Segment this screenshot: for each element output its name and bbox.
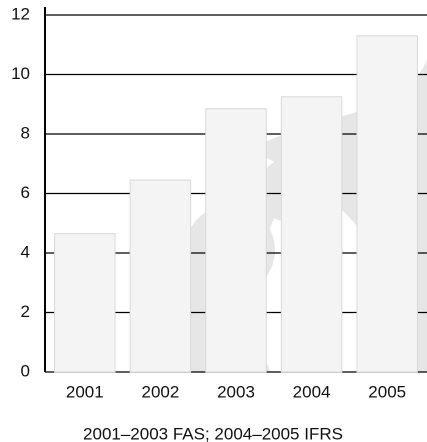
x-tick-label: 2002 (141, 382, 179, 401)
x-tick-label: 2005 (368, 382, 406, 401)
y-tick-label: 6 (21, 183, 30, 202)
y-tick-label: 12 (11, 4, 30, 23)
y-tick-label: 2 (21, 302, 30, 321)
bar (356, 35, 418, 373)
caption: 2001–2003 FAS; 2004–2005 IFRS (83, 424, 343, 442)
x-tick-label: 2004 (293, 382, 331, 401)
x-tick-label: 2003 (217, 382, 255, 401)
bar (205, 108, 267, 373)
bar (280, 96, 343, 373)
y-tick-label: 0 (21, 361, 30, 380)
x-tick-label: 2001 (66, 382, 104, 401)
y-tick-label: 8 (21, 123, 30, 142)
y-tick-label: 10 (11, 64, 30, 83)
y-tick-label: 4 (21, 242, 30, 261)
bar (54, 233, 116, 373)
bar (129, 179, 192, 373)
